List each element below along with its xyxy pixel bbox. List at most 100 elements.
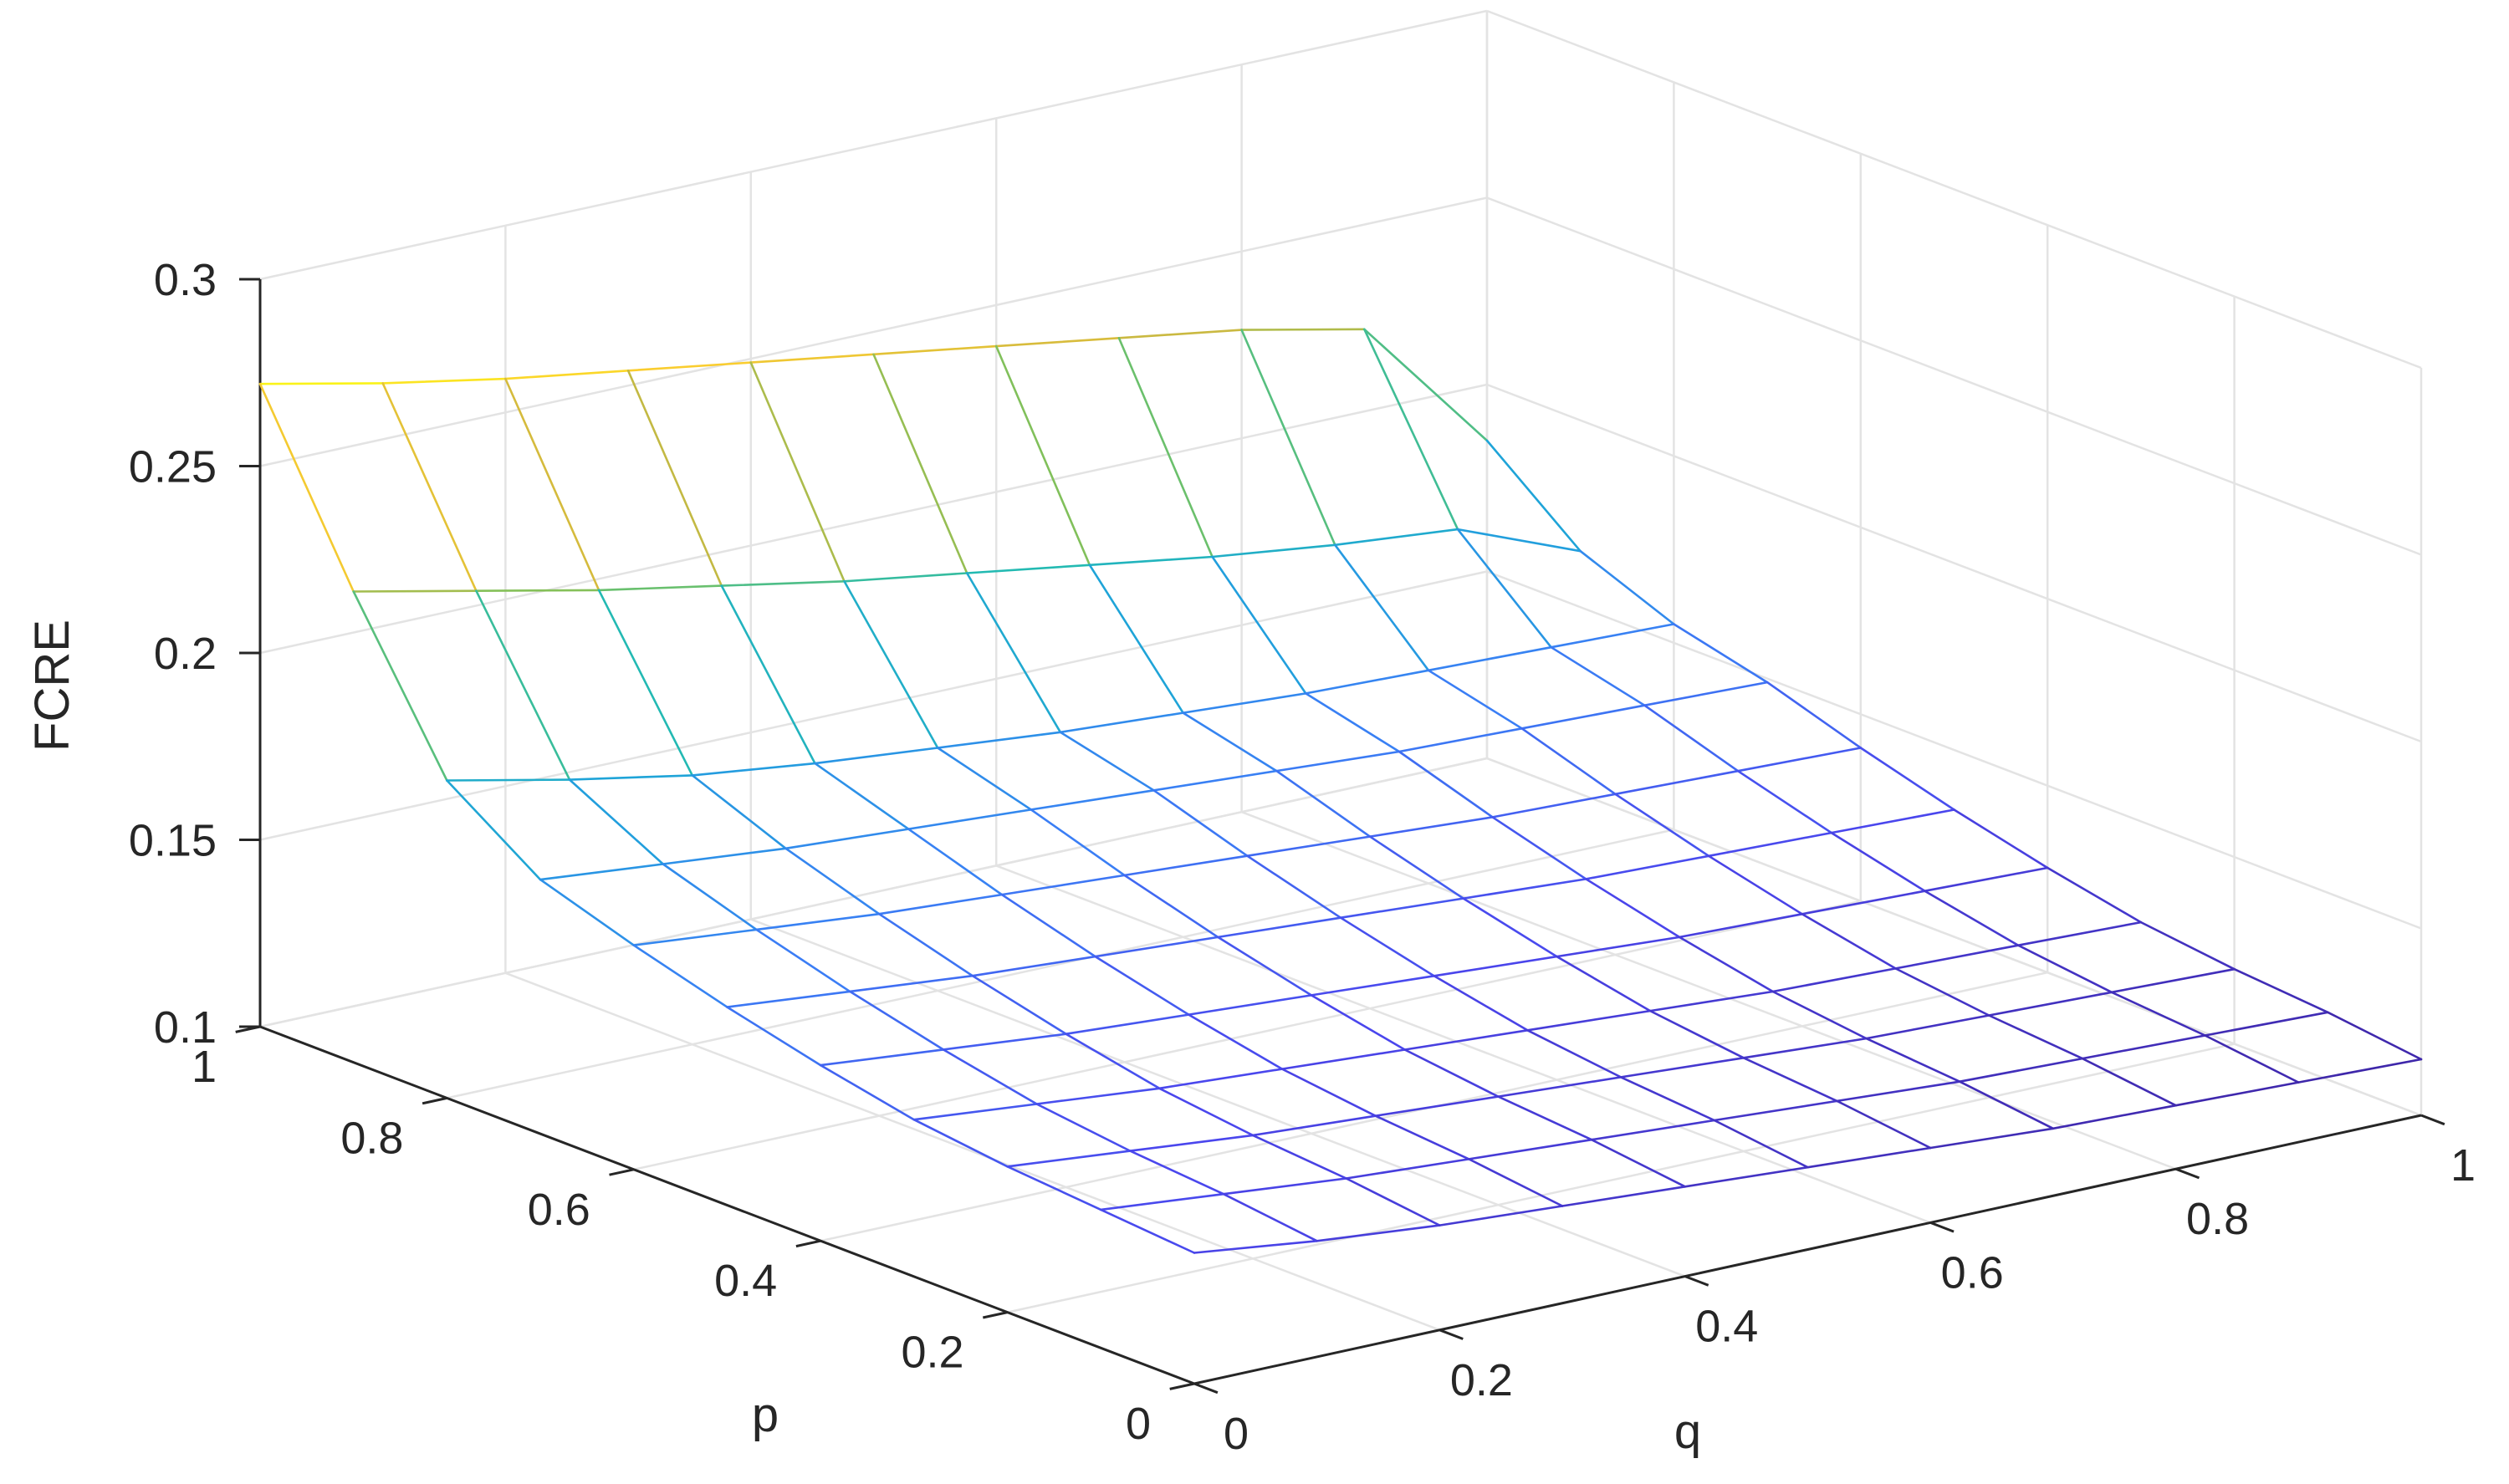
mesh-segment-p [1280,1048,1406,1070]
mesh-segment-p [1251,1114,1377,1137]
z-tick-label: 0.1 [154,1002,217,1053]
mesh-segment-p [1427,645,1552,672]
mesh-segment-p [1088,555,1214,567]
mesh-segment-q [912,1118,1009,1168]
mesh-segment-q [1158,1087,1254,1137]
mesh-segment-p [1713,1099,1838,1122]
mesh-segment-q [1830,831,1926,892]
mesh-segment-p [626,361,753,372]
mesh-segment-p [912,1103,1038,1121]
back-wall-grid-line [259,383,1488,655]
side-wall-grid-line [1486,757,2422,1117]
mesh-segment-p [994,336,1121,348]
mesh-segment-p [1100,1192,1225,1211]
mesh-segment-p [1433,955,1558,977]
mesh-segment-q [814,762,910,830]
mesh-segment-q [1713,1119,1809,1169]
mesh-segment-q [936,747,1033,811]
mesh-segment-q [1433,975,1529,1032]
mesh-segment-q [1006,1165,1102,1211]
mesh-segment-p [1836,1080,1961,1103]
mesh-segment-q [1462,897,1558,958]
mesh-segment-p [907,808,1033,830]
x-tick-label: 0.8 [2186,1194,2249,1244]
x-tick-label: 0.4 [1695,1302,1758,1352]
mesh-segment-q [942,1048,1038,1105]
mesh-segment-p [1678,913,1804,939]
mesh-layer [258,328,2423,1254]
mesh-segment-p [1865,1014,1990,1040]
mesh-segment-q [1987,1014,2084,1060]
floor-grid-line [447,829,1674,1099]
mesh-segment-p [568,774,694,781]
mesh-segment-p [1193,1240,1318,1254]
mesh-segment-p [1374,1095,1500,1117]
mesh-segment-q [1736,769,1833,834]
mesh-segment-q [1771,990,1868,1040]
mesh-segment-p [1924,866,2049,892]
mesh-segment-q [1305,692,1401,753]
mesh-segment-q [1188,1013,1284,1070]
mesh-segment-p [2016,920,2143,946]
mesh-segment-p [2174,1081,2300,1107]
mesh-segment-q [1152,788,1249,858]
mesh-segment-q [475,589,571,781]
mesh-segment-q [1363,328,1459,531]
mesh-segment-q [2046,866,2143,924]
back-wall-grid-line [259,196,1488,467]
mesh-segment-q [1485,439,1582,553]
mesh-segment-p [936,731,1062,749]
mesh-segment-q [662,863,758,931]
side-wall-grid-line [1486,196,2422,556]
mesh-segment-q [965,572,1062,734]
mesh-segment-p [1182,692,1307,714]
mesh-segment-p [1958,1057,2084,1083]
mesh-segment-q [258,382,355,593]
mesh-segment-p [1222,1177,1347,1196]
mesh-segment-q [2110,991,2206,1037]
z-tick-label: 0.25 [129,442,217,492]
mesh-segment-p [1438,1205,1564,1226]
mesh-segment-q [1468,1158,1564,1207]
mesh-segment-p [1585,854,1710,880]
mesh-segment-q [1222,1192,1318,1242]
mesh-segment-q [819,1063,916,1121]
mesh-segment-p [1217,916,1342,939]
mesh-segment-q [626,369,723,587]
mesh-segment-p [1520,704,1646,730]
mesh-segment-p [504,369,630,380]
mesh-segment-p [1316,1224,1441,1242]
mesh-segment-q [1579,549,1675,625]
side-wall-grid-line [1486,570,2422,930]
mesh-segment-q [1339,916,1435,977]
mesh-segment-q [1117,336,1214,558]
mesh-segment-p [1305,669,1430,695]
mesh-segment-p [1929,1127,2055,1150]
y-tick [1169,1382,1195,1390]
mesh-segment-p [1771,967,1897,993]
mesh-segment-q [1211,555,1307,695]
mesh-segment-q [1035,1103,1132,1152]
mesh-segment-q [1310,994,1406,1051]
mesh-segment-q [1251,1134,1347,1180]
mesh-segment-p [2110,967,2236,994]
mesh-segment-p [1462,878,1587,900]
mesh-segment-q [1958,1080,2055,1130]
mesh-segment-q [994,344,1091,567]
x-tick [1684,1275,1709,1287]
mesh-segment-p [1648,990,1775,1012]
mesh-segment-q [1246,854,1342,919]
mesh-segment-p [1526,1009,1652,1032]
mesh-segment-p [1707,831,1833,858]
x-axis-line [1193,1114,2422,1385]
mesh-segment-p [814,747,939,765]
mesh-segment-q [1065,1033,1161,1090]
side-wall-grid-line [1486,383,2422,743]
side-wall-grid-line [1486,9,2422,370]
mesh-segment-p [1830,808,1955,834]
mesh-segment-q [446,779,542,881]
mesh-segment-p [784,828,910,850]
mesh-segment-p [1403,1029,1529,1051]
mesh-segment-p [1742,1037,1868,1059]
mesh-segment-q [1859,747,1955,811]
